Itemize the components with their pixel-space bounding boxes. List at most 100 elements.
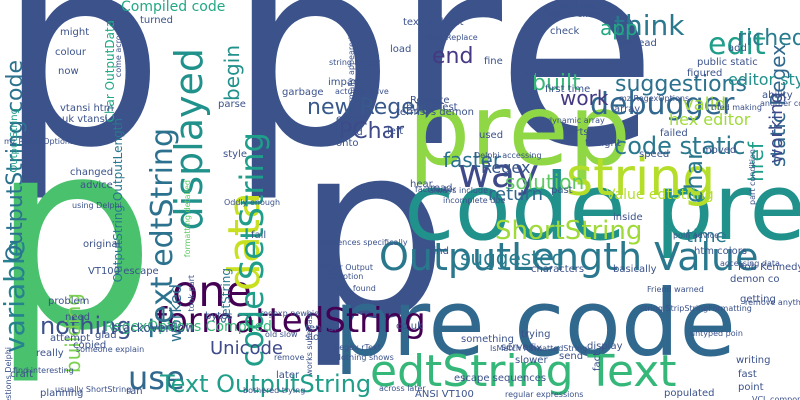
- word: debugger: [590, 87, 735, 122]
- word: faster: [443, 148, 502, 172]
- word: usually ShortString: [55, 385, 132, 394]
- word: PChar Output: [319, 263, 374, 272]
- word: code pre: [404, 154, 800, 261]
- word: htm colors: [694, 246, 748, 257]
- word: planning: [40, 388, 84, 399]
- word: sequences specifically: [318, 238, 408, 247]
- word: style: [223, 149, 247, 160]
- word: hex editor: [669, 110, 751, 129]
- word: accessing data: [720, 259, 780, 268]
- word: instead: [620, 38, 657, 49]
- word: mz RegexOptions: [4, 137, 75, 146]
- word: send: [559, 351, 584, 362]
- word: richedit: [737, 26, 800, 51]
- word: old slow: [265, 330, 298, 339]
- word: took part: [187, 275, 196, 312]
- word: Telnet client: [544, 9, 605, 20]
- word: someone explain: [76, 345, 145, 354]
- word: Replace: [410, 95, 450, 106]
- word: normally appeared: [347, 37, 356, 113]
- word: problem: [48, 296, 90, 307]
- word: formattedString: [155, 301, 426, 341]
- word: fail: [251, 230, 267, 241]
- word: part condition: [748, 149, 757, 205]
- word: edtString Text: [370, 346, 677, 397]
- word: poin advice: [673, 231, 720, 240]
- word: now: [58, 66, 79, 77]
- word: sorts: [564, 127, 589, 138]
- word: failed: [660, 128, 688, 139]
- word: Delphi accessing: [474, 151, 542, 160]
- word: populated: [664, 388, 715, 399]
- word: remove anything: [745, 298, 800, 307]
- word: impact: [328, 77, 363, 88]
- word: parse: [218, 99, 246, 110]
- word: rText Replace: [424, 33, 478, 42]
- word: co uk: [396, 321, 423, 332]
- word: use: [128, 359, 185, 397]
- word: garbage: [282, 87, 324, 98]
- word: pre: [228, 0, 658, 205]
- word: slower: [515, 355, 548, 366]
- word: formatting detailed: [183, 180, 192, 258]
- word: termsys demon: [396, 107, 474, 118]
- word: regular expressions: [505, 390, 584, 399]
- word: OutputLength Value: [379, 235, 759, 279]
- word: used: [479, 130, 504, 141]
- word: p: [0, 0, 165, 205]
- word: glad: [95, 330, 117, 341]
- word: check: [550, 26, 580, 37]
- word: attempt: [50, 333, 91, 344]
- word: bytes: [205, 311, 233, 322]
- word: writing: [736, 355, 771, 366]
- word: Nothing shows: [335, 353, 394, 362]
- word: server: [501, 342, 533, 353]
- word: untyped poin: [690, 329, 743, 338]
- word: Oddly enough: [224, 198, 281, 207]
- word: Unicode: [210, 338, 283, 359]
- word: inside: [613, 212, 643, 223]
- word: another condition: [760, 99, 800, 108]
- word: pre code: [334, 270, 736, 377]
- word: works superfast: [305, 312, 314, 376]
- word: bothered trying: [243, 386, 306, 395]
- word: p: [0, 83, 157, 388]
- word: getting: [740, 294, 776, 305]
- word: stackoverflow: [112, 321, 195, 335]
- word: always include: [429, 186, 488, 195]
- word: ANSI VT100: [415, 389, 474, 400]
- word: return: [488, 184, 544, 205]
- word: string StripStringFormatting: [640, 304, 752, 313]
- word: built: [532, 71, 581, 96]
- word: regexp newbie: [260, 309, 320, 318]
- word: new Regex: [307, 95, 428, 120]
- word: escape sequences: [454, 373, 547, 384]
- word: need: [65, 312, 90, 323]
- word: questions Delphi: [4, 347, 13, 400]
- word: first time: [545, 84, 591, 95]
- word: valid: [683, 94, 727, 115]
- word: error: [336, 114, 361, 125]
- word: incomplete due: [443, 196, 506, 205]
- word: VT100 escape: [88, 266, 159, 277]
- word: dynamic array: [547, 116, 605, 125]
- word: slow: [305, 332, 328, 343]
- word: editor style: [728, 70, 800, 89]
- word: onto: [336, 138, 359, 149]
- word: Compiled code: [121, 0, 226, 15]
- word: craft: [10, 369, 34, 380]
- word: app: [600, 16, 638, 40]
- word: speed: [639, 149, 670, 160]
- word: time: [686, 226, 727, 247]
- word: work: [560, 86, 609, 110]
- word: begin: [220, 45, 244, 101]
- word: characters: [531, 264, 585, 275]
- word: hear: [410, 179, 433, 190]
- word: add: [728, 43, 747, 54]
- word: matter: [526, 67, 560, 78]
- word: TCaption: [328, 272, 364, 281]
- word: remove: [274, 353, 305, 362]
- word: actually gave: [335, 87, 389, 96]
- word: public static: [697, 57, 758, 68]
- word: suggested: [460, 246, 565, 270]
